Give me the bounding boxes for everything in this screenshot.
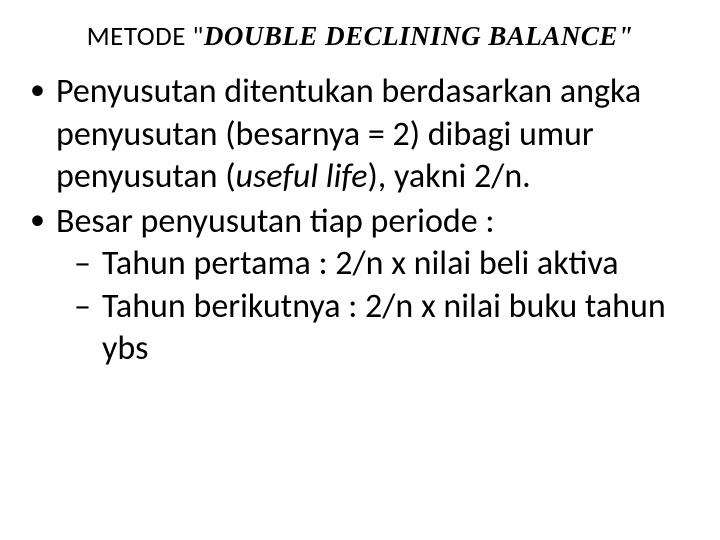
title-suffix: " [618,21,634,51]
sub-item: Tahun berikutnya : 2/n x nilai buku tahu… [74,286,692,371]
sub-item-text: Tahun pertama : 2/n x nilai beli aktiva [102,243,619,284]
bullet-text-part: Besar penyusutan tiap periode : [56,201,494,242]
bullet-list: Penyusutan ditentukan berdasarkan angka … [28,71,692,371]
bullet-text-part-italic: useful life [236,156,368,197]
title-emphasis: DOUBLE DECLINING BALANCE [204,21,618,51]
bullet-text-part: ), yakni 2/n. [368,156,531,197]
sub-list: Tahun pertama : 2/n x nilai beli aktiva … [56,243,692,371]
title-prefix: METODE " [87,20,204,53]
sub-item-text: Tahun berikutnya : 2/n x nilai buku tahu… [102,286,666,370]
bullet-item: Penyusutan ditentukan berdasarkan angka … [28,71,692,199]
slide-content: Penyusutan ditentukan berdasarkan angka … [28,71,692,371]
bullet-item: Besar penyusutan tiap periode : Tahun pe… [28,201,692,371]
sub-item: Tahun pertama : 2/n x nilai beli aktiva [74,243,692,286]
slide-title: METODE "DOUBLE DECLINING BALANCE" [28,20,692,53]
